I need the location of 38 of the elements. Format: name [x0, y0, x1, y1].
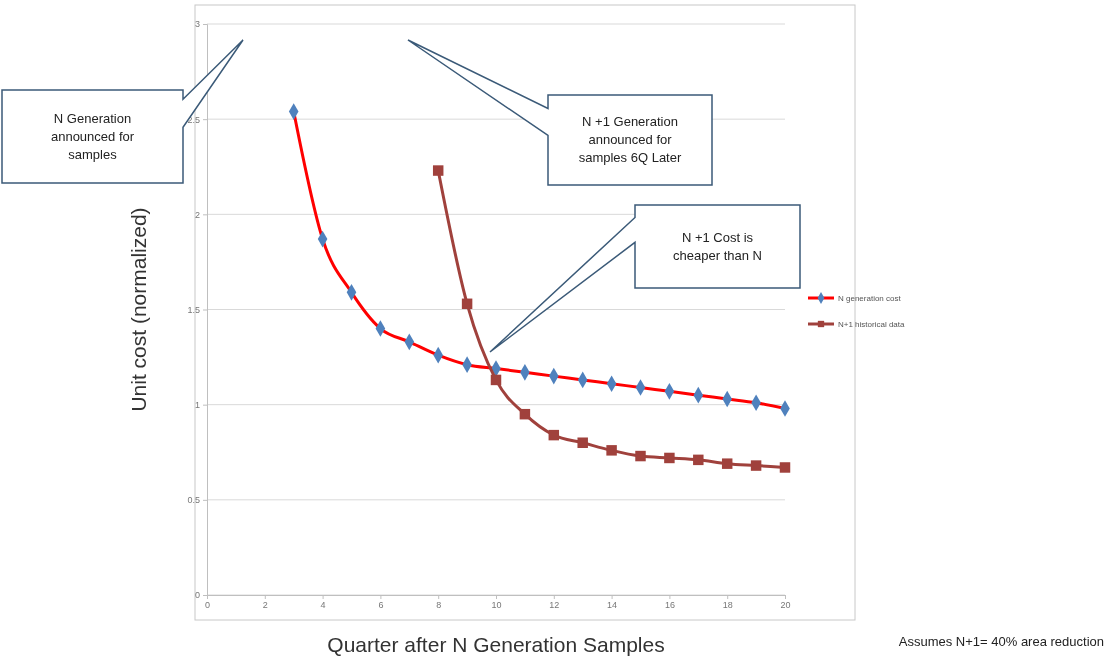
y-tick-label: 3 — [194, 19, 200, 30]
x-tick-label: 14 — [607, 600, 618, 611]
x-tick-label: 10 — [491, 600, 502, 611]
x-tick-label: 20 — [780, 600, 791, 611]
point — [606, 445, 617, 456]
x-tick-label: 0 — [204, 600, 211, 611]
point — [693, 454, 704, 466]
y-tick-label: 1 — [194, 400, 200, 411]
point — [635, 450, 646, 462]
text: N Generation announced for samples — [50, 110, 135, 162]
y-tick-label: 0.5 — [187, 495, 200, 506]
x-tick-label: 8 — [436, 600, 442, 611]
x-tick-label: 2 — [262, 600, 268, 611]
y-tick-label: 1.5 — [187, 304, 200, 315]
y-tick-label: 0 — [194, 590, 200, 601]
point — [548, 429, 560, 441]
x-tick-label: 12 — [549, 600, 560, 611]
x-tick-label: 16 — [664, 600, 675, 611]
point — [750, 460, 762, 471]
text: Assumes N+1= 40% area reduction — [898, 634, 1104, 649]
point — [577, 437, 588, 448]
legend-label: N+1 historical data — [838, 320, 906, 329]
point — [490, 374, 502, 386]
point — [721, 458, 733, 469]
point — [664, 452, 675, 464]
point — [779, 462, 791, 473]
point — [461, 298, 473, 310]
legend-label: N generation cost — [838, 294, 902, 303]
x-tick-label: 6 — [378, 600, 384, 611]
y-tick-label: 2 — [194, 209, 200, 220]
annotation: N +1 Generation announced for samples 6Q Later — [578, 114, 682, 165]
y-axis-title: Unit cost (normalized) — [127, 207, 150, 412]
point — [519, 408, 531, 420]
annotation: N +1 Cost is cheaper than N — [673, 229, 762, 263]
x-tick-label: 4 — [320, 600, 326, 611]
x-tick-label: 18 — [722, 600, 733, 611]
point — [432, 165, 444, 176]
x-axis-title: Quarter after N Generation Samples — [327, 633, 665, 656]
